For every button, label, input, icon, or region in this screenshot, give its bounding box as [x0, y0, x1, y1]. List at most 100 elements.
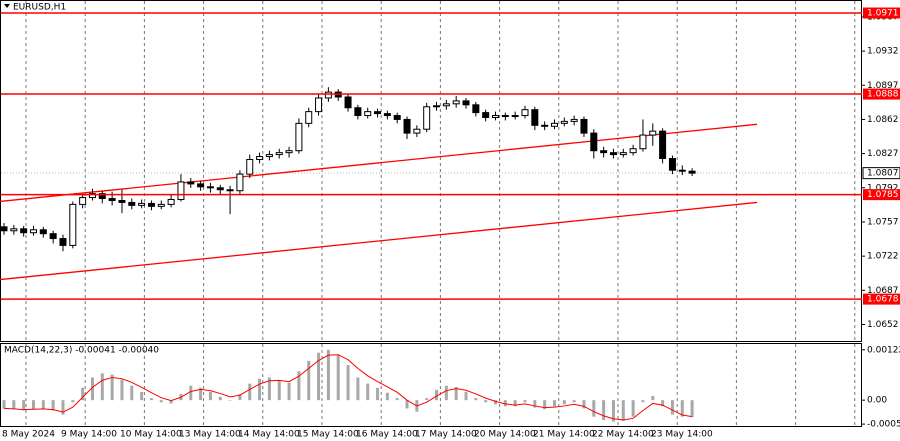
- candle-body: [560, 120, 568, 124]
- candle-body: [39, 229, 47, 235]
- macd-bar: [661, 400, 665, 407]
- macd-bar: [395, 398, 399, 401]
- candle-body: [492, 115, 499, 118]
- candle-body: [118, 199, 126, 203]
- macd-bar: [592, 400, 596, 417]
- macd-bar: [61, 400, 65, 415]
- candle-body: [315, 97, 323, 113]
- macd-bar: [562, 400, 566, 405]
- candle-body: [69, 203, 77, 246]
- x-tick-label: 16 May 14:00: [356, 430, 418, 440]
- candle-body: [590, 132, 598, 152]
- macd-bar: [621, 400, 625, 421]
- candle-body: [29, 229, 37, 234]
- candle-body: [305, 111, 313, 124]
- macd-bar: [611, 400, 615, 422]
- macd-bar: [405, 400, 409, 409]
- level-label-box: [863, 7, 900, 19]
- macd-bar: [474, 398, 478, 401]
- macd-bar: [90, 377, 94, 401]
- macd-signal-line: [3, 354, 693, 421]
- price-panel: [0, 0, 862, 342]
- macd-bar: [277, 380, 281, 401]
- macd-y-tick-label: -0.00058: [867, 420, 900, 430]
- macd-bar: [552, 400, 556, 407]
- candle-body: [609, 152, 617, 156]
- x-tick-label: 8 May 2024: [2, 430, 55, 440]
- level-label: 1.0971: [867, 9, 899, 19]
- candle-body: [157, 203, 165, 207]
- candle-body: [128, 201, 136, 206]
- candle-body: [138, 202, 146, 206]
- candle-body: [649, 130, 657, 136]
- candle-body: [0, 226, 8, 232]
- level-label-box: [863, 88, 900, 100]
- x-tick-label: 17 May 14:00: [415, 430, 477, 440]
- macd-y-tick-label: 0.00: [867, 396, 887, 406]
- macd-bar: [238, 393, 242, 401]
- macd-bar: [149, 398, 153, 401]
- candle-body: [531, 109, 539, 126]
- candle-body: [108, 198, 116, 201]
- trend-line: [0, 201, 758, 281]
- macd-bar: [484, 400, 488, 403]
- candle-body: [442, 103, 450, 107]
- macd-bar: [110, 374, 114, 401]
- candle-body: [600, 150, 608, 154]
- candle-body: [668, 158, 676, 171]
- macd-bar: [159, 400, 163, 403]
- macd-bar: [346, 365, 350, 401]
- candle-body: [433, 105, 441, 108]
- candle-body: [324, 91, 332, 99]
- macd-bar: [523, 400, 527, 403]
- macd-bar: [572, 400, 576, 403]
- candle-body: [383, 113, 391, 117]
- candle-body: [580, 118, 588, 134]
- symbol-icon: [4, 4, 10, 8]
- macd-bar: [602, 400, 606, 420]
- macd-bar: [189, 385, 193, 401]
- macd-bar: [326, 349, 330, 401]
- x-tick-label: 20 May 14:00: [474, 430, 536, 440]
- macd-bar: [258, 378, 262, 401]
- level-label-box: [863, 189, 900, 201]
- macd-bar: [376, 387, 380, 401]
- y-tick-label: 1.0687: [867, 286, 899, 296]
- candle-body: [482, 112, 490, 118]
- candle-body: [236, 173, 244, 192]
- candle-body: [344, 96, 352, 109]
- macd-bar: [543, 400, 547, 410]
- macd-y-tick-label: 0.00122: [867, 345, 900, 355]
- level-label: 1.0678: [867, 295, 899, 305]
- candle-body: [393, 115, 401, 120]
- candle-body: [285, 150, 293, 154]
- macd-bar: [582, 400, 586, 409]
- macd-bar: [425, 398, 429, 401]
- macd-bar: [287, 382, 291, 401]
- candle-body: [147, 202, 155, 207]
- candle-body: [639, 134, 647, 150]
- macd-bar: [631, 400, 635, 417]
- candle-body: [167, 199, 175, 205]
- candle-body: [354, 107, 362, 117]
- macd-bar: [208, 391, 212, 401]
- level-label-box: [863, 293, 900, 305]
- candle-body: [678, 169, 686, 172]
- macd-bar: [71, 400, 75, 403]
- candle-body: [659, 130, 667, 160]
- macd-bar: [435, 389, 439, 401]
- candle-body: [541, 124, 549, 127]
- candle-body: [88, 193, 96, 199]
- macd-bar: [228, 400, 232, 401]
- y-tick-label: 1.0827: [867, 149, 899, 159]
- x-tick-label: 9 May 14:00: [61, 430, 117, 440]
- candle-body: [59, 238, 67, 246]
- x-tick-label: 14 May 14:00: [238, 430, 300, 440]
- macd-bar: [356, 377, 360, 401]
- macd-bar: [385, 392, 389, 401]
- candle-body: [501, 115, 509, 118]
- candle-body: [49, 233, 57, 240]
- macd-bar: [503, 400, 507, 407]
- candle-body: [177, 181, 185, 201]
